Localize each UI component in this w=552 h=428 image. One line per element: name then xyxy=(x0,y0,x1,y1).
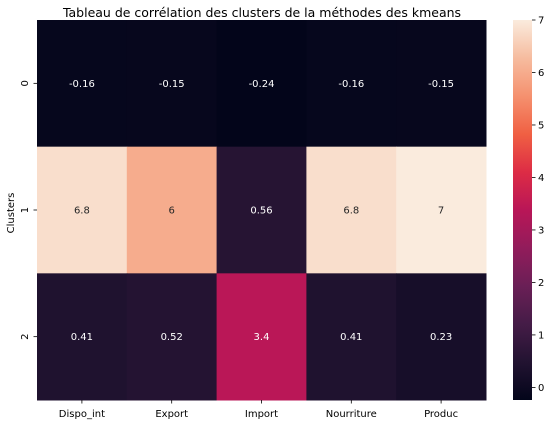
x-tick-label: Export xyxy=(155,409,188,420)
cell-value-label: -0.16 xyxy=(338,79,364,90)
heatmap-cell xyxy=(37,146,128,274)
cell-value-label: -0.15 xyxy=(428,79,454,90)
y-axis: 0 1 2 xyxy=(20,80,37,340)
heatmap-cell-labels: -0.16 -0.15 -0.24 -0.16 -0.15 6.8 6 0.56 6.8 7 0.4… xyxy=(69,79,454,343)
colorbar-tick-label: 2 xyxy=(538,278,544,289)
colorbar-gradient xyxy=(513,20,532,400)
heatmap-cell xyxy=(216,273,307,401)
cell-value-label: 0.41 xyxy=(340,332,362,343)
colorbar-tick-label: 1 xyxy=(538,330,544,341)
colorbar-tick-label: 7 xyxy=(538,16,544,27)
heatmap-cell xyxy=(396,273,487,401)
cell-value-label: 6 xyxy=(169,206,175,217)
y-axis-label: Clusters xyxy=(6,193,17,234)
heatmap-cell xyxy=(126,273,218,401)
heatmap-cell xyxy=(396,146,487,274)
cell-value-label: 0.23 xyxy=(430,332,452,343)
x-axis: Dispo_int Export Import Nourriture Produc xyxy=(59,400,458,420)
x-tick-label: Nourriture xyxy=(326,409,377,420)
heatmap-cell xyxy=(306,273,397,401)
colorbar-tick-label: 0 xyxy=(538,383,544,394)
heatmap-cell xyxy=(126,20,218,148)
chart-title: Tableau de corrélation des clusters de l… xyxy=(62,5,461,20)
heatmap-cell xyxy=(216,146,307,274)
cell-value-label: 7 xyxy=(438,206,444,217)
cell-value-label: -0.15 xyxy=(159,79,185,90)
cell-value-label: 0.41 xyxy=(71,332,93,343)
heatmap-cell xyxy=(37,20,128,148)
heatmap-cell xyxy=(216,20,307,148)
heatmap-cell xyxy=(37,273,128,401)
y-tick-label: 1 xyxy=(20,207,31,213)
heatmap-cell xyxy=(306,146,397,274)
cell-value-label: -0.24 xyxy=(249,79,275,90)
colorbar-tick-label: 6 xyxy=(538,68,544,79)
cell-value-label: 0.52 xyxy=(161,332,183,343)
colorbar: 0 1 2 3 4 5 6 7 xyxy=(513,16,544,400)
cell-value-label: -0.16 xyxy=(69,79,95,90)
colorbar-tick-label: 4 xyxy=(538,173,544,184)
colorbar-tick-label: 3 xyxy=(538,225,544,236)
cell-value-label: 6.8 xyxy=(343,206,359,217)
heatmap-cell xyxy=(306,20,397,148)
x-tick-label: Dispo_int xyxy=(59,409,105,420)
heatmap-cells xyxy=(37,20,487,401)
y-tick-label: 2 xyxy=(20,333,31,339)
colorbar-ticks: 0 1 2 3 4 5 6 7 xyxy=(532,16,544,394)
cell-value-label: 3.4 xyxy=(254,332,270,343)
cell-value-label: 6.8 xyxy=(74,206,90,217)
x-tick-label: Import xyxy=(245,409,278,420)
y-tick-label: 0 xyxy=(20,80,31,86)
x-tick-label: Produc xyxy=(424,409,458,420)
colorbar-tick-label: 5 xyxy=(538,120,544,131)
heatmap-cell xyxy=(126,146,218,274)
heatmap-cell xyxy=(396,20,487,148)
cell-value-label: 0.56 xyxy=(250,206,272,217)
